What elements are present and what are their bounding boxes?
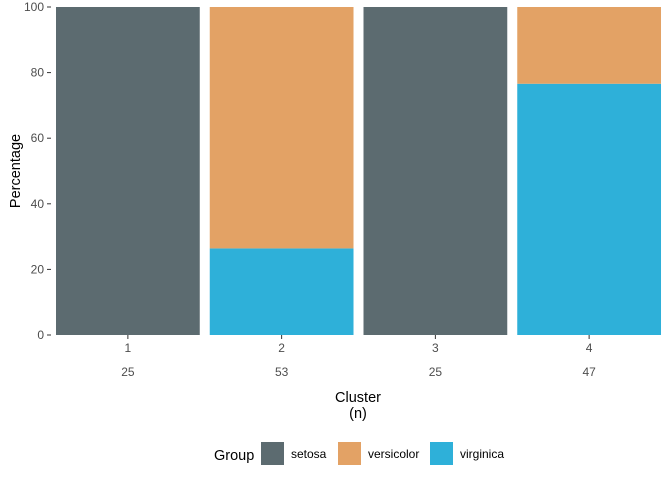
x-tick-label-4: 4 <box>586 341 593 355</box>
bar-cluster-1-setosa <box>56 7 200 335</box>
x-axis-title: Cluster <box>335 390 381 406</box>
x-tick-label-1: 1 <box>125 341 132 355</box>
x-tick-label-2: 2 <box>278 341 285 355</box>
x-axis: 1 25 2 53 3 25 4 47 <box>121 335 596 379</box>
x-tick-label-3: 3 <box>432 341 439 355</box>
legend-key-virginica <box>430 442 453 465</box>
count-label-2: 53 <box>275 365 289 379</box>
legend-label-versicolor: versicolor <box>368 447 419 461</box>
legend-key-setosa <box>261 442 284 465</box>
legend: Group setosa versicolor virginica <box>214 442 504 465</box>
y-tick-label-0: 0 <box>37 328 44 342</box>
y-axis: 0 20 40 60 80 100 <box>24 0 51 342</box>
legend-title: Group <box>214 448 254 464</box>
bars-layer <box>56 7 662 335</box>
y-axis-title: Percentage <box>8 134 24 208</box>
x-axis-subtitle: (n) <box>349 406 367 422</box>
bar-cluster-2-versicolor <box>209 7 354 249</box>
legend-label-setosa: setosa <box>291 447 327 461</box>
legend-key-versicolor <box>338 442 361 465</box>
y-tick-label-80: 80 <box>31 66 45 80</box>
bar-cluster-4-virginica <box>517 83 662 335</box>
count-label-4: 47 <box>582 365 596 379</box>
count-label-3: 25 <box>429 365 443 379</box>
bar-cluster-3-setosa <box>363 7 508 335</box>
bar-cluster-2-virginica <box>209 248 354 335</box>
legend-label-virginica: virginica <box>460 447 504 461</box>
y-tick-label-60: 60 <box>31 131 45 145</box>
y-tick-label-40: 40 <box>31 197 45 211</box>
count-label-1: 25 <box>121 365 135 379</box>
bar-cluster-4-versicolor <box>517 7 662 84</box>
y-tick-label-20: 20 <box>31 262 45 276</box>
y-tick-label-100: 100 <box>24 0 44 14</box>
